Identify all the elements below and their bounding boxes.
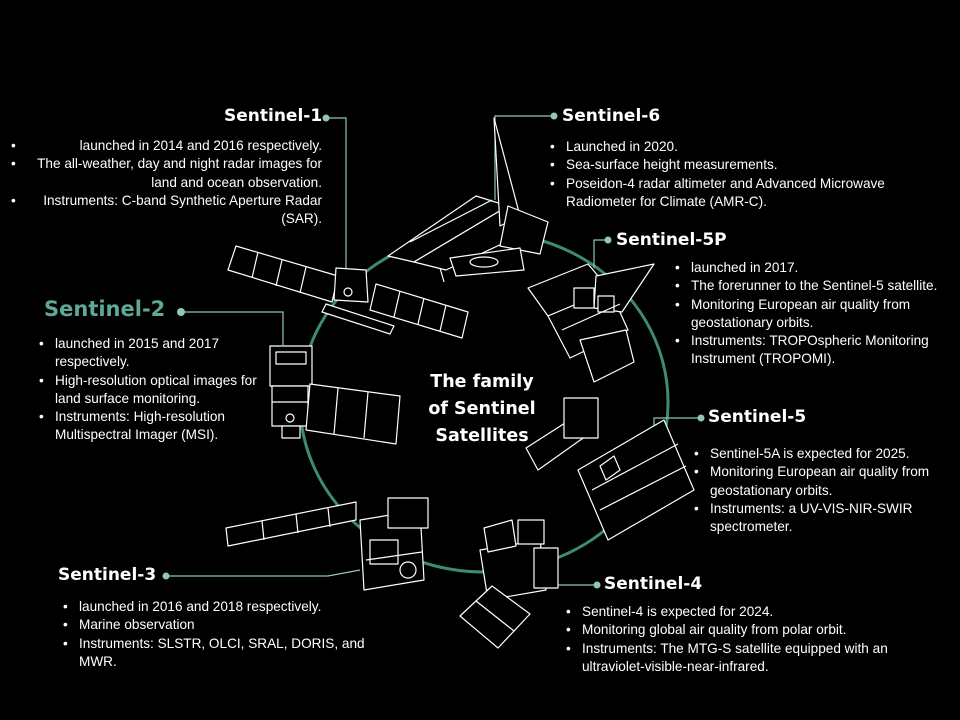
center-title-line-2: of Sentinel: [428, 399, 536, 419]
sentinel-5p-bullet-1: launched in 2017.: [672, 259, 950, 278]
sentinel-3-bullet-1: launched in 2016 and 2018 respectively.: [60, 598, 370, 617]
connector-s1: [326, 117, 347, 268]
sentinel-6-title: Sentinel-6: [562, 106, 661, 126]
sentinel-5p-bullet-2: The forerunner to the Sentinel-5 satelli…: [672, 277, 950, 296]
sentinel-5-bullets: Sentinel-5A is expected for 2025. Monito…: [691, 445, 949, 536]
sentinel-2-title: Sentinel-2: [44, 297, 166, 321]
dot-s5p: [604, 236, 612, 244]
connector-s3: [168, 569, 361, 577]
connector-dots: [162, 112, 705, 589]
sentinel-4-bullet-2: Monitoring global air quality from polar…: [563, 621, 893, 640]
sentinel-5-satellite-illustration: [525, 397, 695, 541]
sentinel-3-satellite-illustration: [225, 497, 429, 591]
sentinel-5p-bullet-4: Instruments: TROPOspheric Monitoring Ins…: [672, 332, 950, 369]
dot-s4: [593, 581, 601, 589]
dot-s1: [322, 114, 330, 122]
sentinel-2-satellite-illustration: [269, 345, 401, 445]
sentinel-5-title: Sentinel-5: [708, 407, 807, 427]
center-title-line-3: Satellites: [435, 426, 529, 446]
sentinel-4-bullet-3: Instruments: The MTG-S satellite equippe…: [563, 640, 893, 677]
sentinel-6-bullet-2: Sea-surface height measurements.: [547, 156, 907, 175]
sentinel-1-bullet-3: Instruments: C-band Synthetic Aperture R…: [8, 192, 322, 229]
sentinel-5-bullet-1: Sentinel-5A is expected for 2025.: [691, 445, 949, 464]
center-title-line-1: The family: [430, 372, 534, 392]
dot-s5: [697, 414, 705, 422]
center-title: The family of Sentinel Satellites: [412, 369, 552, 450]
dot-s2: [177, 308, 185, 316]
sentinel-2-bullet-3: Instruments: High-resolution Multispectr…: [36, 408, 268, 445]
sentinel-3-title: Sentinel-3: [58, 565, 157, 585]
connector-s6: [494, 115, 553, 200]
sentinel-3-bullet-3: Instruments: SLSTR, OLCI, SRAL, DORIS, a…: [60, 635, 370, 672]
sentinel-2-bullet-2: High-resolution optical images for land …: [36, 372, 268, 409]
sentinel-2-bullets: launched in 2015 and 2017 respectively. …: [36, 335, 268, 445]
sentinel-6-bullet-3: Poseidon-4 radar altimeter and Advanced …: [547, 175, 907, 212]
sentinel-3-bullet-2: Marine observation: [60, 616, 370, 635]
connector-s5p: [593, 239, 606, 268]
sentinel-6-bullets: Launched in 2020. Sea-surface height mea…: [547, 138, 907, 211]
sentinel-4-bullet-1: Sentinel-4 is expected for 2024.: [563, 603, 893, 622]
sentinel-4-title: Sentinel-4: [604, 574, 703, 594]
sentinel-1-satellite-illustration: [227, 245, 469, 339]
sentinel-5-bullet-2: Monitoring European air quality from geo…: [691, 463, 949, 500]
sentinel-1-bullets: launched in 2014 and 2016 respectively. …: [8, 137, 322, 228]
sentinel-3-bullets: launched in 2016 and 2018 respectively. …: [60, 598, 370, 671]
sentinel-5-bullet-3: Instruments: a UV-VIS-NIR-SWIR spectrome…: [691, 500, 949, 537]
sentinel-4-satellite-illustration: [459, 519, 559, 649]
sentinel-4-bullets: Sentinel-4 is expected for 2024. Monitor…: [563, 603, 893, 676]
sentinel-1-title: Sentinel-1: [224, 106, 323, 126]
sentinel-1-bullet-1: launched in 2014 and 2016 respectively.: [8, 137, 322, 156]
sentinel-6-satellite-illustration: [387, 117, 549, 283]
sentinel-5p-bullets: launched in 2017. The forerunner to the …: [672, 259, 950, 369]
sentinel-1-bullet-2: The all-weather, day and night radar ima…: [8, 155, 322, 192]
sentinel-5p-title: Sentinel-5P: [616, 230, 727, 250]
sentinel-5p-satellite-illustration: [527, 263, 655, 383]
dot-s3: [162, 572, 170, 580]
sentinel-5p-bullet-3: Monitoring European air quality from geo…: [672, 296, 950, 333]
sentinel-2-bullet-1: launched in 2015 and 2017 respectively.: [36, 335, 268, 372]
dot-s6: [550, 112, 558, 120]
connector-s2: [185, 311, 284, 345]
sentinel-6-bullet-1: Launched in 2020.: [547, 138, 907, 157]
